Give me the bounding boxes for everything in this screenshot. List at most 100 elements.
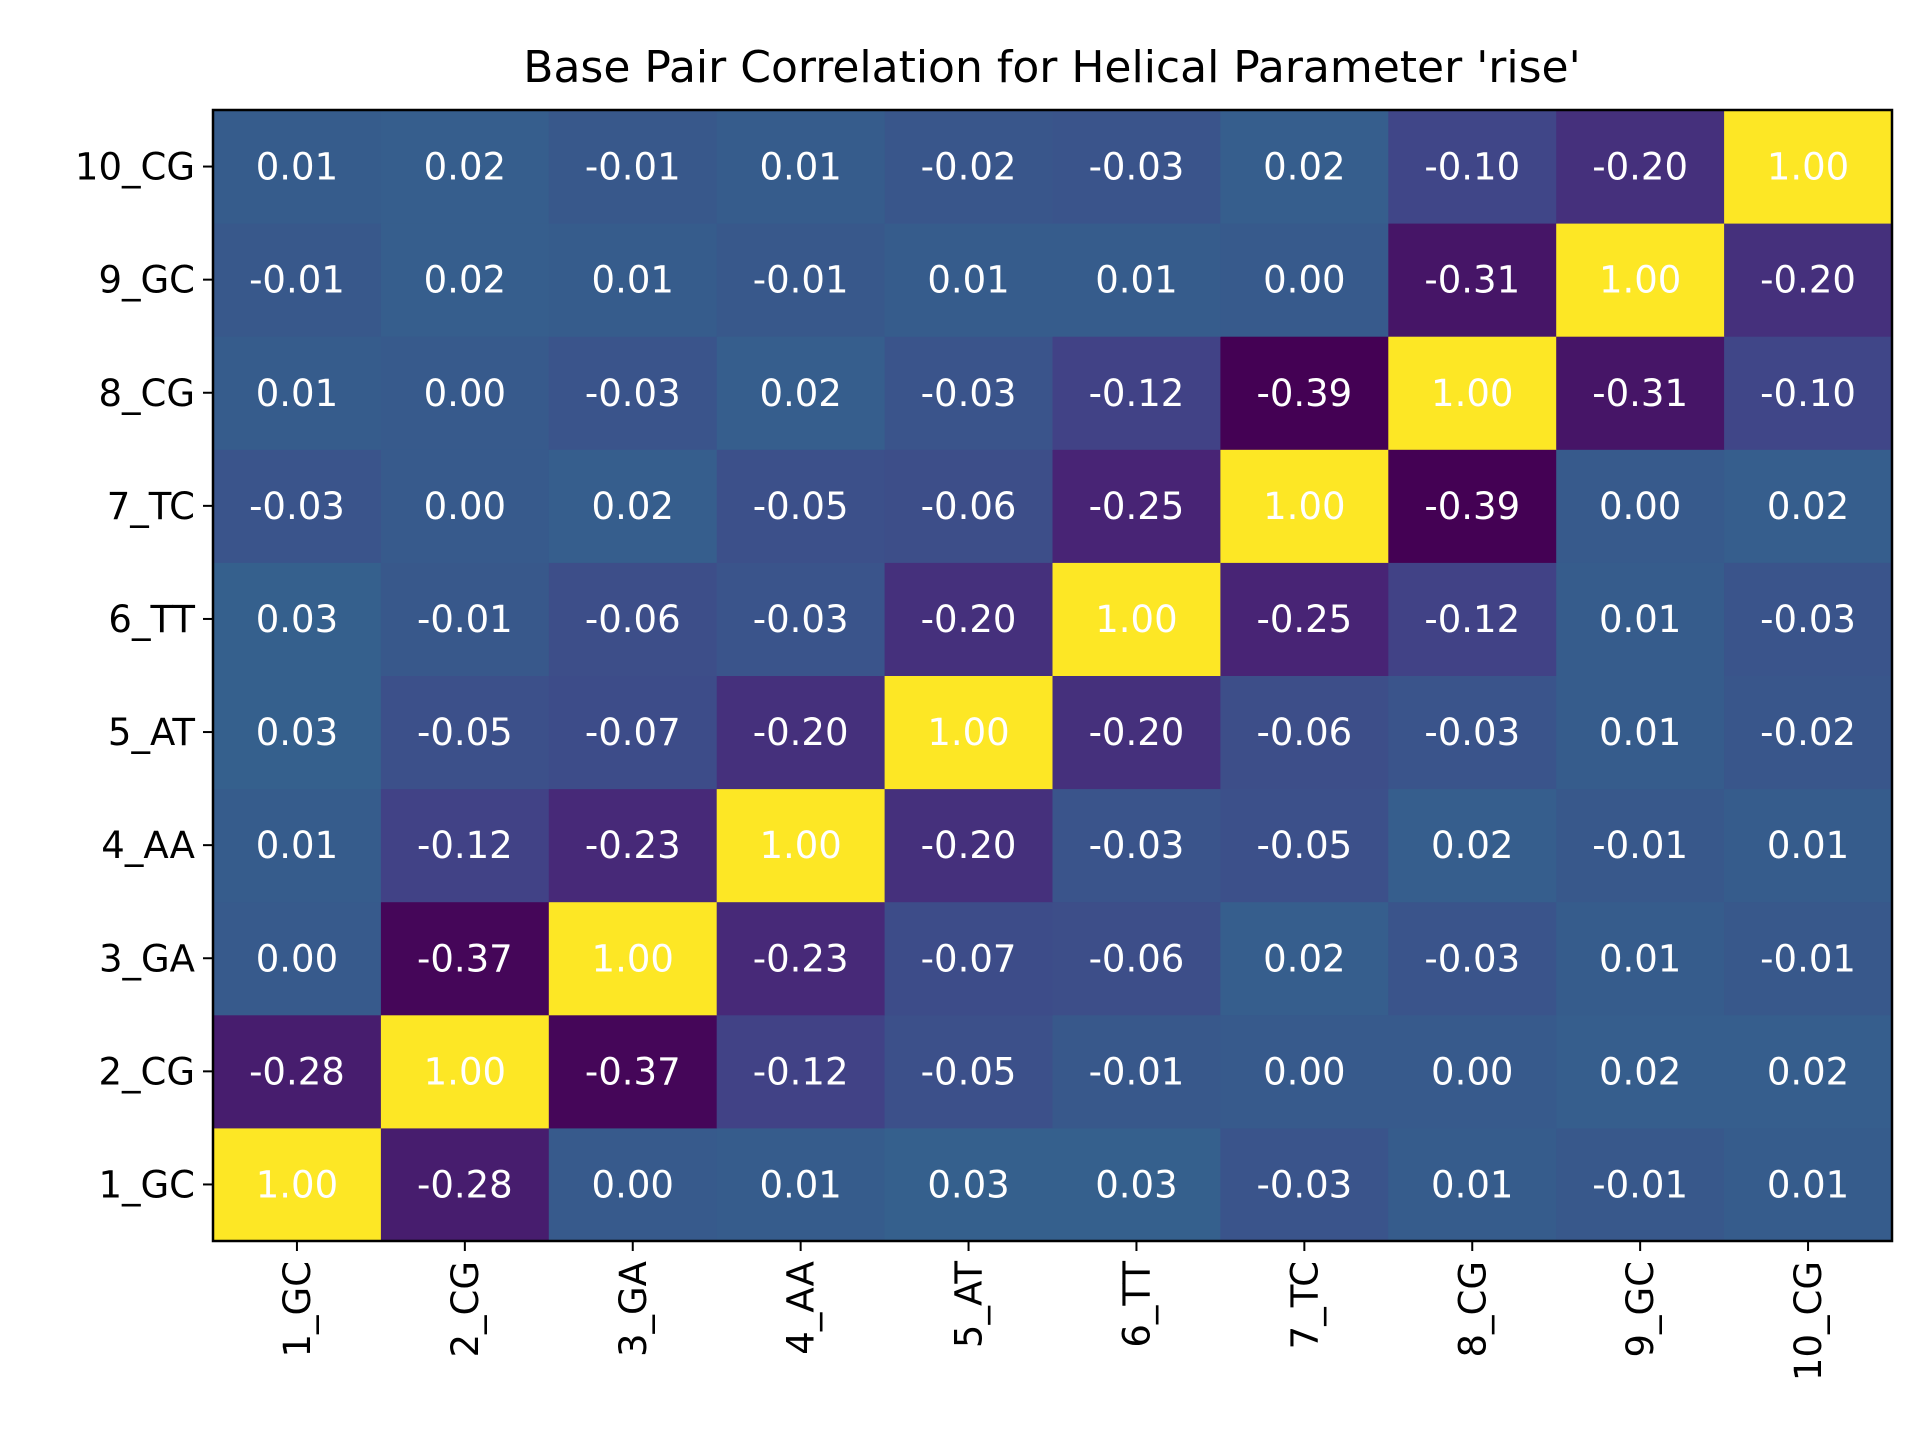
heatmap-cell [1052,562,1221,676]
cell-value-label: -0.06 [585,598,681,641]
heatmap-cell [716,562,886,676]
cell-value-label: -0.12 [1089,372,1185,415]
y-tick-label: 6_TT [108,598,195,641]
heatmap-cell [1220,223,1389,337]
chart-title: Base Pair Correlation for Helical Parame… [523,42,1580,93]
heatmap-cell [1724,449,1893,563]
heatmap-cells: 1.00 -0.28 0.00 0.01 0.03 0.03 -0.03 0.01 -0.01 0… [213,110,1893,1242]
heatmap-cell [1556,223,1725,337]
cell-value-label: -0.23 [753,937,849,980]
heatmap-cell [716,1014,886,1129]
cell-value-label: -0.20 [921,824,1017,867]
heatmap-cell [213,336,382,450]
heatmap-cell [1556,675,1725,790]
cell-value-label: -0.20 [1592,146,1688,189]
y-tick-label: 2_CG [98,1050,195,1093]
cell-value-label: -0.05 [417,711,513,754]
cell-value-label: 0.02 [1767,485,1849,528]
heatmap-cell [1388,788,1557,903]
cell-value-label: -0.05 [921,1050,1017,1093]
cell-value-label: -0.31 [1592,372,1688,415]
y-tick-label: 9_GC [98,259,195,302]
heatmap-cell [1388,675,1557,790]
cell-value-label: -0.01 [753,259,849,302]
cell-value-label: 0.01 [1767,824,1849,867]
heatmap-cell [548,110,718,224]
cell-value-label: 0.03 [1095,1163,1177,1206]
cell-value-label: 0.00 [256,937,338,980]
heatmap-cell [548,1014,718,1129]
x-tick-label: 8_CG [1451,1261,1494,1358]
plot-frame [211,108,1894,1243]
x-tick-label: 9_GC [1619,1261,1662,1358]
cell-value-label: -0.02 [1760,711,1856,754]
cell-value-label: 1.00 [592,937,674,980]
cell-value-label: -0.25 [1256,598,1352,641]
cell-value-label: 0.00 [424,372,506,415]
cell-value-label: 0.00 [1599,485,1681,528]
cell-value-label: 0.01 [592,259,674,302]
heatmap-cell [1556,1014,1725,1129]
x-tick-label: 3_GA [612,1261,655,1357]
heatmap-cell [213,223,382,337]
y-tick-label: 5_AT [108,711,195,754]
x-axis: 1_GC 2_CG 3_GA 4_AA 5_AT 6_TT 7_TC 8_CG 9_GC 10_C… [276,1241,1830,1381]
heatmap-cell [1556,788,1725,903]
heatmap-cell [213,901,382,1016]
cell-value-label: 0.01 [1095,259,1177,302]
heatmap-cell [380,110,550,224]
heatmap-cell [716,449,886,563]
cell-value-label: 0.02 [424,259,506,302]
cell-value-label: 0.01 [759,146,841,189]
heatmap-cell [548,223,718,337]
heatmap-cell [1556,1127,1725,1242]
cell-value-label: 1.00 [1431,372,1513,415]
heatmap-cell [548,336,718,450]
heatmap-cell [1052,223,1221,337]
heatmap-cell [548,562,718,676]
cell-value-label: 0.02 [1263,146,1345,189]
cell-value-label: 0.00 [424,485,506,528]
cell-value-label: -0.10 [1760,372,1856,415]
heatmap-cell [1052,336,1221,450]
y-tick-label: 4_AA [101,824,195,867]
cell-value-label: 0.00 [592,1163,674,1206]
y-tick-label: 8_CG [98,372,195,415]
cell-value-label: -0.03 [1760,598,1856,641]
heatmap-cell [213,1014,382,1129]
cell-value-label: 0.02 [1263,937,1345,980]
cell-value-label: -0.20 [1760,259,1856,302]
heatmap-cell [1724,223,1893,337]
cell-value-label: -0.03 [921,372,1017,415]
cell-value-label: 0.03 [927,1163,1009,1206]
heatmap-cell [213,449,382,563]
cell-value-label: -0.03 [1424,711,1520,754]
cell-value-label: 0.01 [256,146,338,189]
heatmap-cell [548,1127,718,1242]
heatmap-cell [1388,1127,1557,1242]
heatmap-cell [1388,110,1557,224]
heatmap-cell [1052,675,1221,790]
heatmap-cell [1220,449,1389,563]
x-tick-label: 10_CG [1787,1261,1830,1381]
cell-value-label: -0.06 [1089,937,1185,980]
cell-value-label: -0.20 [753,711,849,754]
cell-value-label: -0.07 [921,937,1017,980]
heatmap-cell [1724,336,1893,450]
heatmap-cell [1388,1014,1557,1129]
x-tick-label: 4_AA [780,1261,823,1355]
cell-value-label: -0.01 [249,259,345,302]
heatmap-cell [213,562,382,676]
heatmap-cell [1220,110,1389,224]
cell-value-label: 0.01 [1599,937,1681,980]
heatmap-cell [1388,336,1557,450]
cell-value-label: -0.01 [417,598,513,641]
cell-value-label: 0.02 [1431,824,1513,867]
cell-value-label: 1.00 [1599,259,1681,302]
cell-value-label: 1.00 [256,1163,338,1206]
cell-value-label: -0.28 [249,1050,345,1093]
cell-value-label: 0.01 [1599,711,1681,754]
cell-value-label: 0.01 [256,824,338,867]
cell-value-label: 0.01 [1599,598,1681,641]
